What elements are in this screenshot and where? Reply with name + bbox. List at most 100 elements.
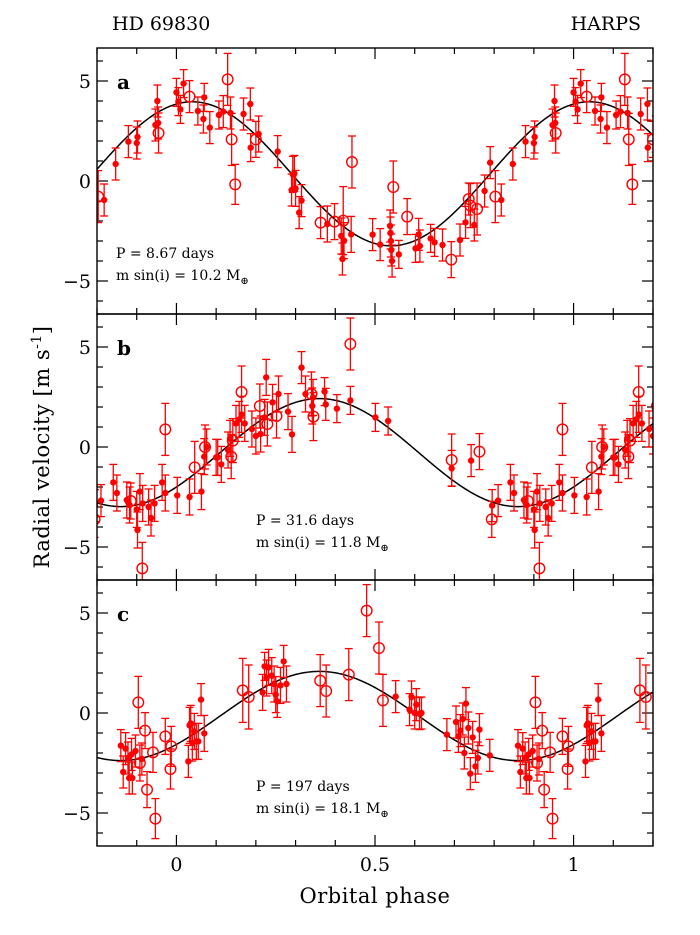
filled-data-point bbox=[100, 183, 109, 217]
filled-marker bbox=[431, 239, 438, 246]
filled-marker bbox=[392, 693, 399, 700]
filled-marker bbox=[413, 701, 420, 708]
open-data-point bbox=[242, 664, 255, 730]
filled-marker bbox=[340, 237, 348, 244]
filled-marker bbox=[151, 500, 158, 507]
filled-marker bbox=[507, 479, 514, 486]
filled-data-point bbox=[597, 82, 606, 113]
filled-data-point bbox=[297, 350, 306, 385]
filled-data-point bbox=[394, 239, 403, 270]
filled-marker bbox=[200, 115, 207, 123]
filled-marker bbox=[542, 503, 549, 511]
filled-data-point bbox=[591, 96, 600, 126]
filled-marker bbox=[531, 526, 538, 534]
filled-marker bbox=[134, 133, 141, 141]
filled-marker bbox=[90, 159, 96, 165]
filled-data-point bbox=[558, 474, 567, 512]
filled-marker bbox=[514, 742, 522, 749]
filled-marker bbox=[471, 221, 478, 229]
filled-data-point bbox=[133, 511, 142, 549]
open-data-point bbox=[314, 205, 327, 240]
filled-marker bbox=[347, 397, 354, 404]
open-marker bbox=[149, 812, 162, 825]
open-data-point bbox=[141, 770, 154, 809]
filled-marker bbox=[519, 745, 526, 752]
period-annotation: P = 31.6 days bbox=[256, 513, 354, 529]
open-marker bbox=[623, 434, 636, 447]
filled-marker bbox=[615, 461, 622, 468]
filled-data-point bbox=[332, 393, 341, 424]
filled-data-point bbox=[321, 387, 330, 422]
open-data-point bbox=[314, 653, 327, 708]
data-points bbox=[90, 52, 653, 279]
filled-marker bbox=[262, 374, 270, 381]
open-marker bbox=[141, 783, 154, 796]
earth-mass-symbol: ⊕ bbox=[380, 809, 388, 820]
filled-marker bbox=[594, 696, 602, 703]
filled-marker bbox=[259, 689, 266, 696]
open-data-point bbox=[360, 583, 373, 638]
mass-annotation-text: m sin(i) = 10.2 M bbox=[116, 268, 240, 284]
filled-data-point bbox=[124, 124, 133, 159]
open-data-point bbox=[270, 393, 283, 439]
open-marker bbox=[344, 338, 357, 351]
star-name: HD 69830 bbox=[112, 13, 210, 35]
filled-data-point bbox=[308, 387, 317, 425]
open-marker bbox=[152, 126, 165, 139]
filled-marker bbox=[154, 97, 161, 105]
open-marker bbox=[139, 724, 152, 737]
open-data-point bbox=[544, 731, 557, 774]
filled-marker bbox=[298, 197, 305, 204]
filled-data-point bbox=[202, 428, 211, 466]
open-marker bbox=[622, 133, 635, 146]
filled-marker bbox=[298, 364, 305, 371]
filled-marker bbox=[321, 388, 328, 395]
filled-data-point bbox=[614, 445, 623, 484]
data-points bbox=[116, 583, 652, 840]
open-data-point bbox=[464, 182, 477, 229]
filled-data-point bbox=[417, 696, 426, 730]
filled-marker bbox=[174, 492, 181, 499]
open-data-point bbox=[556, 402, 569, 457]
filled-marker bbox=[218, 461, 225, 468]
open-data-point bbox=[164, 748, 177, 790]
filled-data-point bbox=[594, 472, 603, 511]
filled-marker bbox=[597, 115, 604, 123]
filled-marker bbox=[388, 257, 396, 265]
filled-data-point bbox=[213, 438, 222, 477]
filled-marker bbox=[158, 479, 166, 486]
filled-marker bbox=[439, 241, 446, 249]
filled-data-point bbox=[205, 110, 214, 145]
open-data-point bbox=[585, 440, 598, 495]
y-tick-label: 5 bbox=[79, 71, 91, 93]
open-marker bbox=[549, 126, 562, 139]
filled-marker bbox=[556, 479, 563, 486]
open-data-point bbox=[159, 402, 172, 457]
open-data-point bbox=[546, 797, 559, 840]
filled-data-point bbox=[346, 385, 355, 416]
filled-data-point bbox=[147, 499, 156, 537]
filled-marker bbox=[110, 479, 117, 486]
open-data-point bbox=[536, 711, 549, 750]
open-marker bbox=[261, 418, 274, 431]
open-marker bbox=[387, 180, 400, 193]
filled-marker bbox=[283, 680, 290, 688]
open-marker bbox=[221, 73, 234, 86]
filled-data-point bbox=[153, 84, 162, 118]
filled-data-point bbox=[268, 383, 277, 422]
open-marker bbox=[626, 178, 639, 191]
open-data-point bbox=[152, 112, 165, 154]
open-data-point bbox=[188, 440, 201, 495]
filled-data-point bbox=[200, 714, 209, 753]
filled-marker bbox=[611, 454, 619, 461]
filled-marker bbox=[638, 420, 646, 427]
open-marker bbox=[159, 423, 172, 436]
filled-marker bbox=[257, 430, 264, 438]
filled-data-point bbox=[643, 87, 652, 121]
filled-marker bbox=[384, 417, 392, 425]
filled-data-point bbox=[214, 100, 223, 130]
filled-data-point bbox=[179, 68, 188, 99]
filled-data-point bbox=[197, 472, 206, 511]
filled-data-point bbox=[256, 415, 265, 453]
filled-data-point bbox=[158, 463, 167, 502]
